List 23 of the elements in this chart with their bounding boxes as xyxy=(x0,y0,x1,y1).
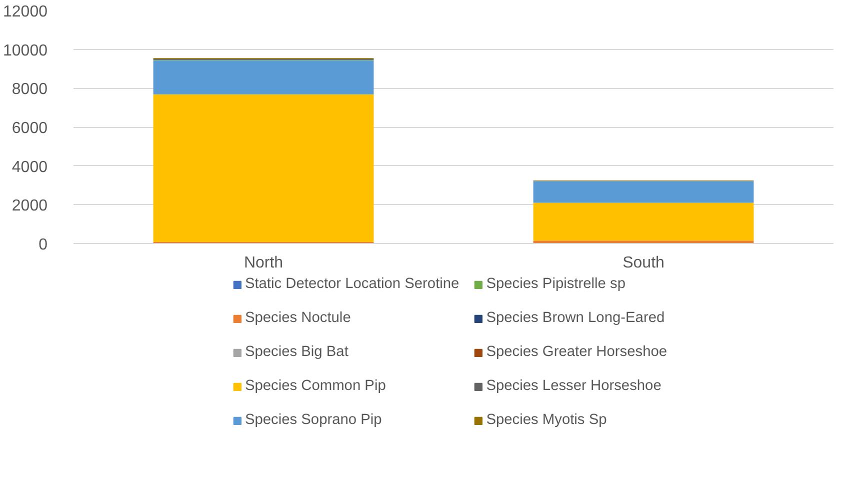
y-tick-label: 0 xyxy=(38,236,48,254)
x-tick-label: North xyxy=(244,254,284,272)
legend-label: Species Pipistrelle sp xyxy=(486,275,626,294)
legend-label: Species Myotis Sp xyxy=(486,411,607,430)
y-tick-label: 6000 xyxy=(12,120,48,137)
legend-label: Species Big Bat xyxy=(244,343,348,362)
y-tick-label: 10000 xyxy=(3,42,48,60)
legend-label: Species Soprano Pip xyxy=(244,411,382,430)
y-tick-label: 12000 xyxy=(3,4,48,20)
legend-label: Species Greater Horseshoe xyxy=(486,343,668,362)
x-tick-label: South xyxy=(622,254,664,272)
legend-label: Species Brown Long-Eared xyxy=(486,309,665,328)
legend-label: Species Common Pip xyxy=(244,377,386,396)
y-tick-label: 2000 xyxy=(12,198,48,215)
bar xyxy=(533,181,754,203)
y-tick-label: 4000 xyxy=(12,158,48,176)
legend-label: Species Noctule xyxy=(244,309,351,328)
bar xyxy=(153,94,374,242)
bar xyxy=(533,202,754,241)
bar xyxy=(153,60,374,94)
legend-label: Species Lesser Horseshoe xyxy=(486,377,662,396)
legend-label: Static Detector Location Serotine xyxy=(244,275,460,294)
y-tick-label: 8000 xyxy=(12,81,48,98)
